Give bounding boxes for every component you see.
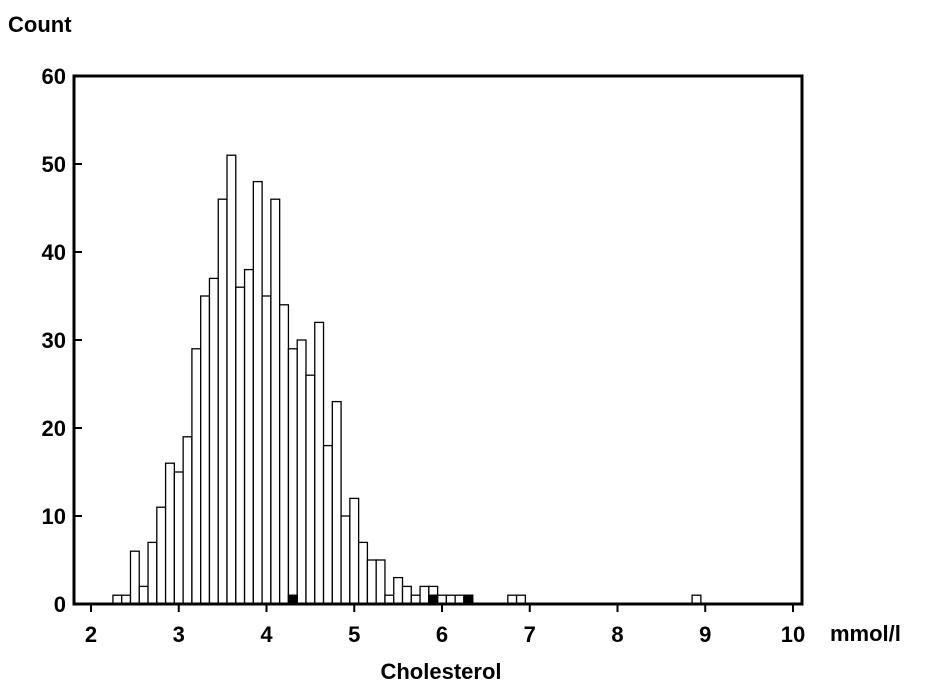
bar-10 (200, 295, 211, 605)
y-axis-ticks: 0 10 20 30 40 50 60 (42, 64, 82, 617)
y-tick-label: 10 (42, 504, 66, 529)
bar-9 (191, 348, 202, 605)
bar-19 (279, 304, 290, 605)
bar-2 (129, 550, 140, 605)
bar-32 (393, 576, 404, 605)
x-tick-label: 3 (173, 622, 185, 647)
x-axis-label: Cholesterol (380, 659, 501, 683)
x-tick-label: 4 (260, 622, 273, 647)
y-tick-label: 60 (42, 64, 66, 89)
bar-22 (305, 374, 316, 605)
y-tick-label: 0 (54, 592, 66, 617)
x-tick-label: 6 (436, 622, 448, 647)
bar-30 (375, 559, 386, 605)
x-axis-ticks: 2 3 4 5 6 7 8 9 10 (85, 604, 805, 647)
bar-8 (182, 436, 193, 605)
bar-14 (235, 286, 246, 605)
bar-20 (287, 348, 298, 605)
bar-21 (296, 339, 307, 605)
bar-18 (270, 198, 281, 605)
bar-28 (357, 541, 369, 605)
bar-17 (261, 295, 272, 605)
bar-13 (226, 154, 237, 605)
x-tick-label: 8 (611, 622, 623, 647)
y-tick-label: 30 (42, 328, 66, 353)
bar-15 (243, 268, 254, 605)
y-tick-label: 40 (42, 240, 66, 265)
bar-3 (138, 585, 149, 605)
x-axis-unit-label: mmol/l (830, 621, 901, 646)
bar-23 (314, 321, 325, 605)
bar-35 (419, 585, 430, 605)
histogram-bars (112, 154, 702, 605)
bar-11 (208, 277, 219, 605)
bar-25 (331, 400, 342, 605)
bar-33 (401, 585, 412, 605)
y-tick-label: 20 (42, 416, 66, 441)
x-tick-label: 10 (781, 622, 805, 647)
x-tick-label: 7 (524, 622, 536, 647)
bar-5 (156, 506, 167, 605)
bar-12 (217, 198, 228, 605)
bar-29 (366, 559, 377, 605)
y-tick-label: 50 (42, 152, 66, 177)
bar-6 (164, 462, 176, 605)
bar-26 (340, 515, 351, 605)
y-axis-label: Count (8, 12, 72, 37)
bar-7 (173, 471, 184, 605)
bar-27 (349, 497, 360, 605)
bar-4 (147, 541, 158, 605)
x-tick-label: 2 (85, 622, 97, 647)
bar-24 (322, 444, 333, 605)
x-tick-label: 5 (348, 622, 360, 647)
x-tick-label: 9 (699, 622, 711, 647)
bar-16 (252, 180, 263, 605)
